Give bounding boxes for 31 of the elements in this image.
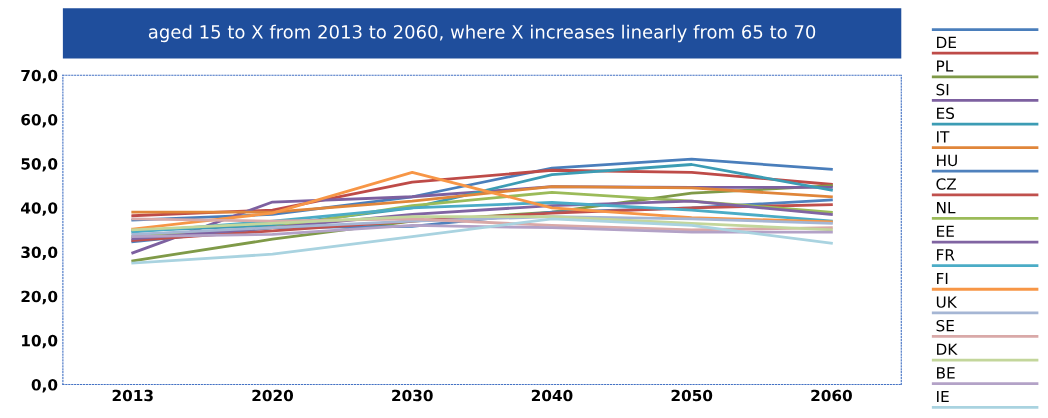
x-tick-label: 2050 xyxy=(671,389,713,402)
text: FR xyxy=(937,249,955,261)
x-tick-label: 2020 xyxy=(252,389,294,402)
text: IE xyxy=(937,390,949,403)
text: DK xyxy=(937,343,958,355)
text: NL xyxy=(937,202,956,214)
y-tick-label: 40,0 xyxy=(21,202,58,216)
y-tick-label: 20,0 xyxy=(21,290,58,305)
text: BE xyxy=(937,367,955,379)
y-tick-label: 50,0 xyxy=(21,158,58,172)
text: DE xyxy=(937,36,956,48)
text: SE xyxy=(936,319,954,332)
y-tick-label: 0,0 xyxy=(31,379,58,393)
x-tick-label: 2030 xyxy=(392,389,433,402)
text: PL xyxy=(937,60,954,72)
text: SI xyxy=(936,83,949,96)
x-tick-label: 2013 xyxy=(112,389,153,402)
y-tick-label: 10,0 xyxy=(22,334,58,349)
x-tick-label: 2060 xyxy=(811,389,852,402)
text: HU xyxy=(937,154,957,167)
chart-title: aged 15 to X from 2013 to 2060, where X increases linearly from 65 to 70 xyxy=(148,24,816,43)
text: FI xyxy=(937,272,948,285)
y-tick-label: 70,0 xyxy=(21,69,58,84)
x-tick-label: 2040 xyxy=(531,389,573,402)
text: CZ xyxy=(936,178,956,190)
y-tick-label: 60,0 xyxy=(21,113,58,128)
text: EE xyxy=(937,225,954,237)
text: IT xyxy=(937,131,950,143)
text: UK xyxy=(936,296,958,308)
y-tick-label: 30,0 xyxy=(21,246,58,260)
text: ES xyxy=(937,107,955,120)
